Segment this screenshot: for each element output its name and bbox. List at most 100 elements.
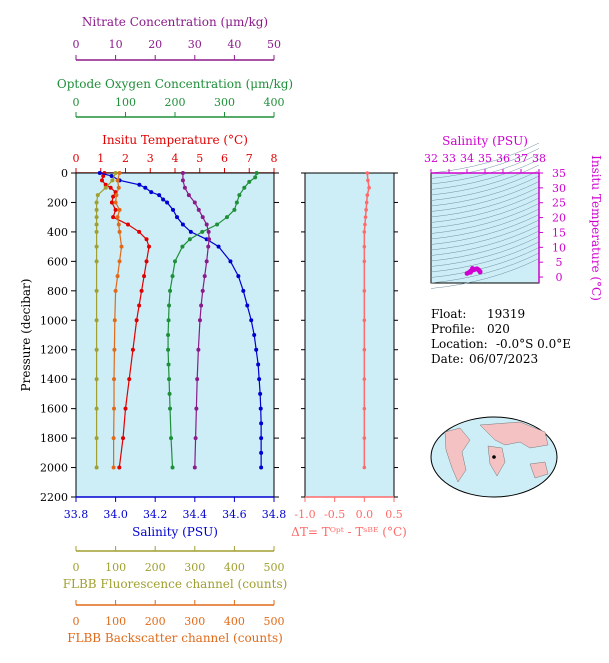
nitrate-point [204, 259, 209, 264]
fluorescence-point [94, 229, 99, 234]
delta-t-point [363, 215, 368, 219]
oxygen-point [166, 362, 171, 367]
oxygen-point [237, 193, 242, 198]
ts-plot-area [430, 172, 540, 284]
oxygen-point [200, 229, 205, 234]
backscatter-point [112, 318, 117, 323]
salinity-axis: 33.8 34.0 34.2 34.4 34.6 34.8 [64, 496, 286, 521]
temperature-point [108, 185, 113, 190]
ts-x-tick-label: 32 [424, 152, 438, 165]
temperature-axis-tick-label: 7 [246, 152, 253, 165]
nitrate-axis-tick-label: 30 [188, 38, 202, 51]
delta-t-point [362, 259, 367, 264]
delta-t-point [364, 200, 369, 205]
salinity-point [259, 421, 264, 426]
oxygen-point [234, 200, 239, 205]
oxygen-point [254, 171, 259, 175]
backscatter-point [115, 178, 120, 183]
nitrate-point [192, 465, 197, 470]
isopycnal-line [430, 214, 540, 245]
backscatter-point [113, 288, 118, 293]
pressure-axis-title: Pressure (decibar) [19, 279, 33, 392]
backscatter-point [116, 185, 121, 190]
salinity-point [254, 347, 259, 352]
date-value: 06/07/2023 [469, 352, 538, 366]
temperature-point [147, 244, 152, 249]
backscatter-axis-title: FLBB Backscatter channel (counts) [67, 631, 283, 645]
temperature-axis-title: Insitu Temperature (°C) [102, 133, 248, 147]
ts-x-tick-label: 36 [496, 152, 510, 165]
backscatter-point [117, 229, 122, 234]
delta-t-point [362, 465, 367, 470]
nitrate-point [207, 237, 212, 242]
delta-t-point [362, 377, 367, 381]
delta-t-series [362, 171, 371, 470]
salinity-point [241, 288, 246, 293]
temperature-point [123, 406, 128, 411]
oxygen-point [253, 175, 258, 180]
ts-y-tick-label: 25 [552, 197, 566, 210]
salinity-point [174, 215, 179, 220]
ts-point [477, 269, 483, 275]
backscatter-point [117, 171, 122, 175]
temperature-point [134, 318, 139, 323]
delta-t-tick-label: 0.0 [356, 508, 374, 521]
oxygen-axis-tick-label: 400 [264, 96, 285, 109]
temperature-point [125, 222, 130, 227]
temperature-point [99, 178, 104, 183]
delta-t-tick-label: 0.5 [385, 508, 403, 521]
temperature-point [109, 200, 114, 205]
nitrate-point [193, 436, 198, 441]
fluorescence-point [110, 178, 115, 183]
delta-t-point [362, 318, 367, 323]
salinity-point [259, 450, 264, 455]
nitrate-point [182, 185, 187, 190]
oxygen-point [180, 244, 185, 249]
nitrate-point [192, 200, 197, 205]
nitrate-point [204, 222, 209, 227]
temperature-point [144, 237, 149, 242]
temperature-point [101, 173, 106, 178]
oxygen-point [167, 391, 172, 396]
temperature-point [130, 347, 135, 352]
isopycnal-line [430, 247, 540, 278]
fluorescence-point [95, 193, 100, 198]
oxygen-axis-tick-label: 0 [73, 96, 80, 109]
oxygen-point [168, 288, 173, 293]
ts-y-tick-label: 5 [556, 256, 563, 269]
oxygen-point [166, 333, 171, 337]
nitrate-point [180, 178, 185, 183]
fluorescence-axis-tick-label: 100 [105, 561, 126, 574]
backscatter-axis-tick-label: 400 [224, 615, 245, 628]
isopycnal-line [430, 186, 540, 218]
salinity-point [228, 259, 233, 264]
backscatter-point [112, 347, 117, 352]
nitrate-point [206, 244, 211, 249]
isopycnal-line [430, 159, 540, 190]
map-landmass-eurasia [479, 421, 549, 449]
profile-label: Profile: [431, 322, 475, 336]
ts-y-tick-label: 20 [552, 212, 566, 225]
backscatter-point [119, 244, 124, 249]
oxygen-point [167, 303, 172, 308]
fluorescence-axis-tick-label: 300 [184, 561, 205, 574]
temperature-point [127, 377, 132, 382]
pressure-tick-label: 1800 [40, 432, 68, 445]
backscatter-axis-tick-label: 0 [73, 615, 80, 628]
ts-x-tick-label: 35 [478, 152, 492, 165]
oxygen-axis-tick-label: 200 [165, 96, 186, 109]
ts-salinity-title: Salinity (PSU) [442, 134, 528, 148]
fluorescence-point [94, 288, 99, 293]
isopycnal-line [430, 208, 540, 240]
fluorescence-axis-tick-label: 500 [264, 561, 285, 574]
backscatter-point [114, 193, 119, 198]
map-landmass-americas [444, 427, 471, 483]
oxygen-axis-tick-label: 300 [214, 96, 235, 109]
salinity-point [188, 229, 193, 234]
salinity-point [257, 377, 262, 382]
fluorescence-axis-title: FLBB Fluorescence channel (counts) [63, 577, 288, 591]
isopycnal-line [430, 192, 540, 223]
fluorescence-axis-tick-label: 400 [224, 561, 245, 574]
delta-t-point [365, 193, 370, 197]
isopycnal-line [430, 181, 540, 212]
